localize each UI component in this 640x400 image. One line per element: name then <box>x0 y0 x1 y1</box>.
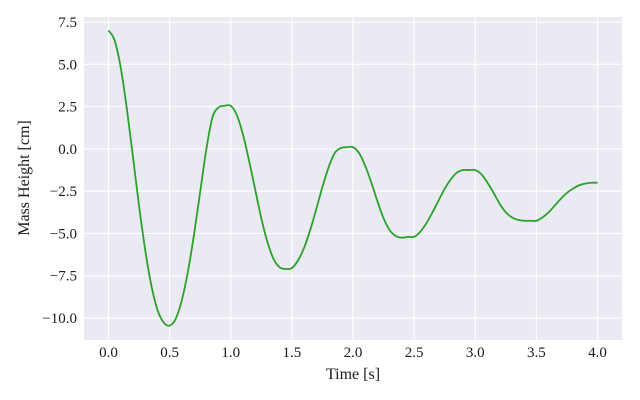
y-axis-label: Mass Height [cm] <box>16 120 33 236</box>
x-tick-label: 2.0 <box>344 345 363 361</box>
x-tick-label: 3.5 <box>527 345 546 361</box>
series-group <box>107 29 598 327</box>
y-tick-labels: 7.5 5.0 2.5 0.0 −2.5 −5.0 −7.5 −10.0 <box>42 15 77 327</box>
x-tick-label: 0.0 <box>99 345 118 361</box>
x-tick-label: 1.0 <box>221 345 240 361</box>
x-tick-label: 3.0 <box>466 345 485 361</box>
y-tick-label: −10.0 <box>42 311 77 327</box>
y-tick-label: −2.5 <box>50 184 77 200</box>
y-tick-label: 7.5 <box>58 15 77 31</box>
y-tick-label: −7.5 <box>50 269 77 285</box>
y-tick-label: 0.0 <box>58 142 77 158</box>
y-tick-label: 5.0 <box>58 57 77 73</box>
x-tick-labels: 0.0 0.5 1.0 1.5 2.0 2.5 3.0 3.5 4.0 <box>99 345 607 361</box>
y-tick-label: −5.0 <box>50 226 77 242</box>
gridlines <box>84 17 622 340</box>
x-axis-label: Time [s] <box>326 366 380 383</box>
x-tick-label: 1.5 <box>282 345 301 361</box>
x-tick-label: 4.0 <box>588 345 607 361</box>
series-line <box>107 29 598 327</box>
x-tick-label: 0.5 <box>160 345 179 361</box>
x-tick-label: 2.5 <box>405 345 424 361</box>
y-tick-label: 2.5 <box>58 100 77 116</box>
